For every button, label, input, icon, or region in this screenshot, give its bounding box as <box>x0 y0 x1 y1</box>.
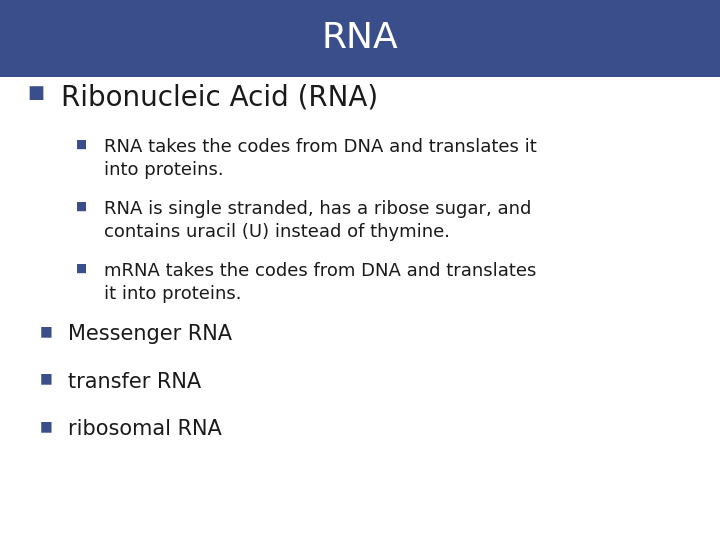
Text: RNA: RNA <box>322 22 398 55</box>
Text: RNA is single stranded, has a ribose sugar, and
contains uracil (U) instead of t: RNA is single stranded, has a ribose sug… <box>104 200 532 241</box>
Text: Ribonucleic Acid (RNA): Ribonucleic Acid (RNA) <box>61 84 378 112</box>
Text: mRNA takes the codes from DNA and translates
it into proteins.: mRNA takes the codes from DNA and transl… <box>104 262 537 303</box>
Text: ■: ■ <box>76 200 86 213</box>
Text: ■: ■ <box>27 84 45 102</box>
Text: ■: ■ <box>76 138 86 151</box>
Text: ■: ■ <box>40 419 53 433</box>
Text: transfer RNA: transfer RNA <box>68 372 202 392</box>
Text: RNA takes the codes from DNA and translates it
into proteins.: RNA takes the codes from DNA and transla… <box>104 138 537 179</box>
Text: ■: ■ <box>76 262 86 275</box>
Bar <box>0 0 720 77</box>
Text: Messenger RNA: Messenger RNA <box>68 324 233 344</box>
Text: ribosomal RNA: ribosomal RNA <box>68 419 222 439</box>
Text: ■: ■ <box>40 372 53 386</box>
Text: ■: ■ <box>40 324 53 338</box>
